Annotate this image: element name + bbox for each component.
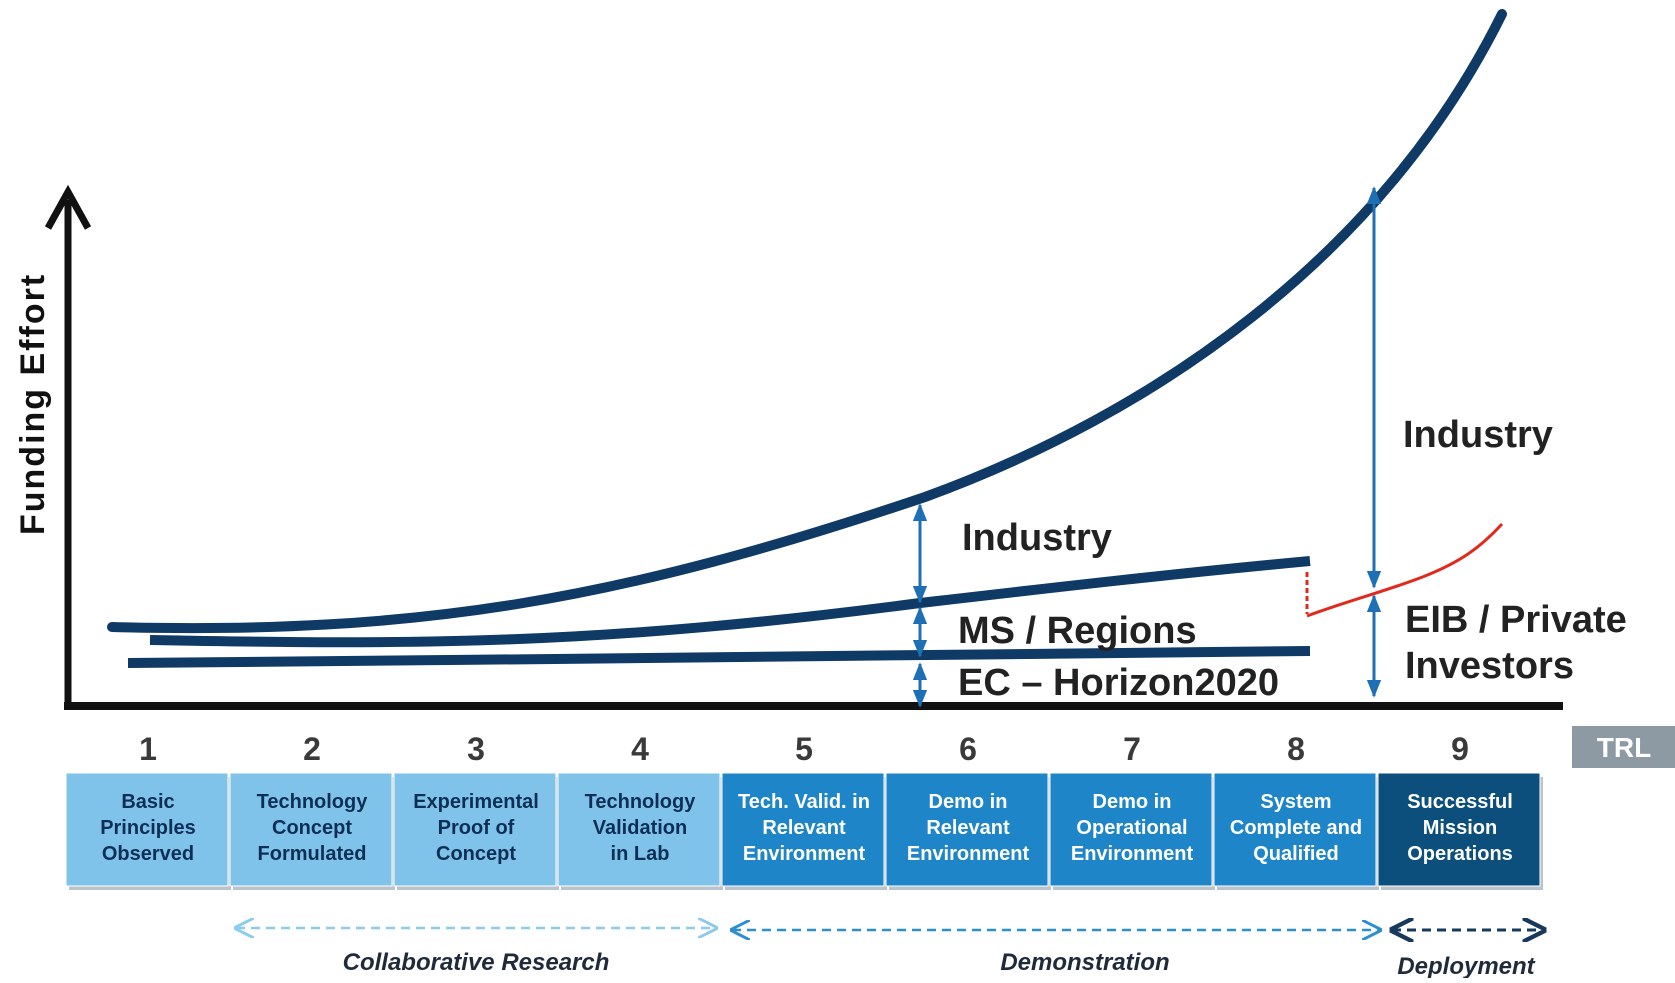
trl-number-6: 6 [959,731,977,767]
trl-box-bg [557,772,721,887]
axes: Funding Effort [14,184,1563,710]
trl-tag-label: TRL [1597,732,1651,763]
trl-boxes: Basic Principles Observed Technology Concept… [65,772,1543,890]
y-axis-arrowhead [44,184,92,230]
trl-box-text: Principles [100,817,196,839]
trl-box-bg [1377,772,1541,887]
trl-box-9: Successful Mission Operations [1377,772,1543,890]
eib-private-label-line2: Investors [1405,645,1574,687]
phase-label-deployment: Deployment [1397,953,1535,978]
trl-box-text: Experimental [413,791,539,813]
trl-box-text: Successful [1407,791,1513,813]
ms-regions-curve [149,556,1311,648]
trl-box-bg [721,772,885,887]
trl-box-text: Proof of [438,817,515,839]
trl-box-text: Basic [121,791,174,813]
trl-box-2: Technology Concept Formulated [229,772,395,890]
trl-box-4: Technology Validation in Lab [557,772,723,890]
trl-number-2: 2 [303,731,321,767]
phase-label-demonstration: Demonstration [1000,949,1169,976]
trl-number-9: 9 [1451,731,1469,767]
trl-box-text: Technology [257,791,369,813]
trl-numbers: 1 2 3 4 5 6 7 8 9 [139,731,1469,767]
trl-box-text: Concept [272,817,352,839]
trl-box-1: Basic Principles Observed [65,772,231,890]
trl-box-text: Tech. Valid. in [738,791,870,813]
trl-number-3: 3 [467,731,485,767]
trl-box-text: Relevant [926,817,1010,839]
trl-box-5: Tech. Valid. in Relevant Environment [721,772,887,890]
trl-tag: TRL [1572,726,1675,768]
trl-number-8: 8 [1287,731,1305,767]
trl-box-bg [65,772,229,887]
curve-labels: Industry MS / Regions EC – Horizon2020 I… [958,414,1627,704]
trl-number-1: 1 [139,731,157,767]
trl-box-text: Relevant [762,817,846,839]
trl-box-text: Observed [102,843,194,865]
trl-box-text: in Lab [611,843,670,865]
trl-box-bg [1049,772,1213,887]
trl-box-text: Operations [1407,843,1513,865]
trl-box-7: Demo in Operational Environment [1049,772,1215,890]
trl-number-5: 5 [795,731,813,767]
trl-box-text: Demo in [929,791,1008,813]
trl-box-text: Formulated [258,843,367,865]
funding-arrows [912,186,1382,708]
trl-box-text: Environment [1071,843,1194,865]
trl-box-text: Environment [907,843,1030,865]
trl-box-text: Concept [436,843,516,865]
trl-tag-box [1572,726,1675,768]
industry-mid-label: Industry [962,517,1112,559]
trl-box-bg [393,772,557,887]
trl-box-bg [1213,772,1377,887]
trl-box-text: Validation [593,817,687,839]
trl-box-text: Qualified [1253,843,1339,865]
trl-box-8: System Complete and Qualified [1213,772,1379,890]
trl-box-text: System [1260,791,1331,813]
trl-number-7: 7 [1123,731,1141,767]
ec-horizon-line [127,646,1311,668]
trl-box-text: Demo in [1093,791,1172,813]
y-axis-label: Funding Effort [14,273,52,535]
industry-right-label: Industry [1403,414,1553,456]
eib-private-label-line1: EIB / Private [1405,599,1627,641]
trl-box-text: Complete and [1230,817,1362,839]
trl-box-text: Technology [585,791,697,813]
top-industry-curve [107,9,1507,634]
trl-box-text: Environment [743,843,866,865]
trl-box-bg [229,772,393,887]
trl-box-text: Operational [1076,817,1187,839]
ms-regions-label: MS / Regions [958,610,1197,652]
phase-arrows: Collaborative Research Demonstration Dep… [236,928,1544,980]
trl-box-3: Experimental Proof of Concept [393,772,559,890]
trl-number-4: 4 [631,731,649,767]
phase-label-collaborative: Collaborative Research [343,949,610,976]
ec-horizon-label: EC – Horizon2020 [958,662,1279,704]
eib-private-curve [1306,522,1504,618]
funding-curves [107,9,1507,668]
trl-box-bg [885,772,1049,887]
trl-box-6: Demo in Relevant Environment [885,772,1051,890]
trl-box-text: Mission [1423,817,1497,839]
